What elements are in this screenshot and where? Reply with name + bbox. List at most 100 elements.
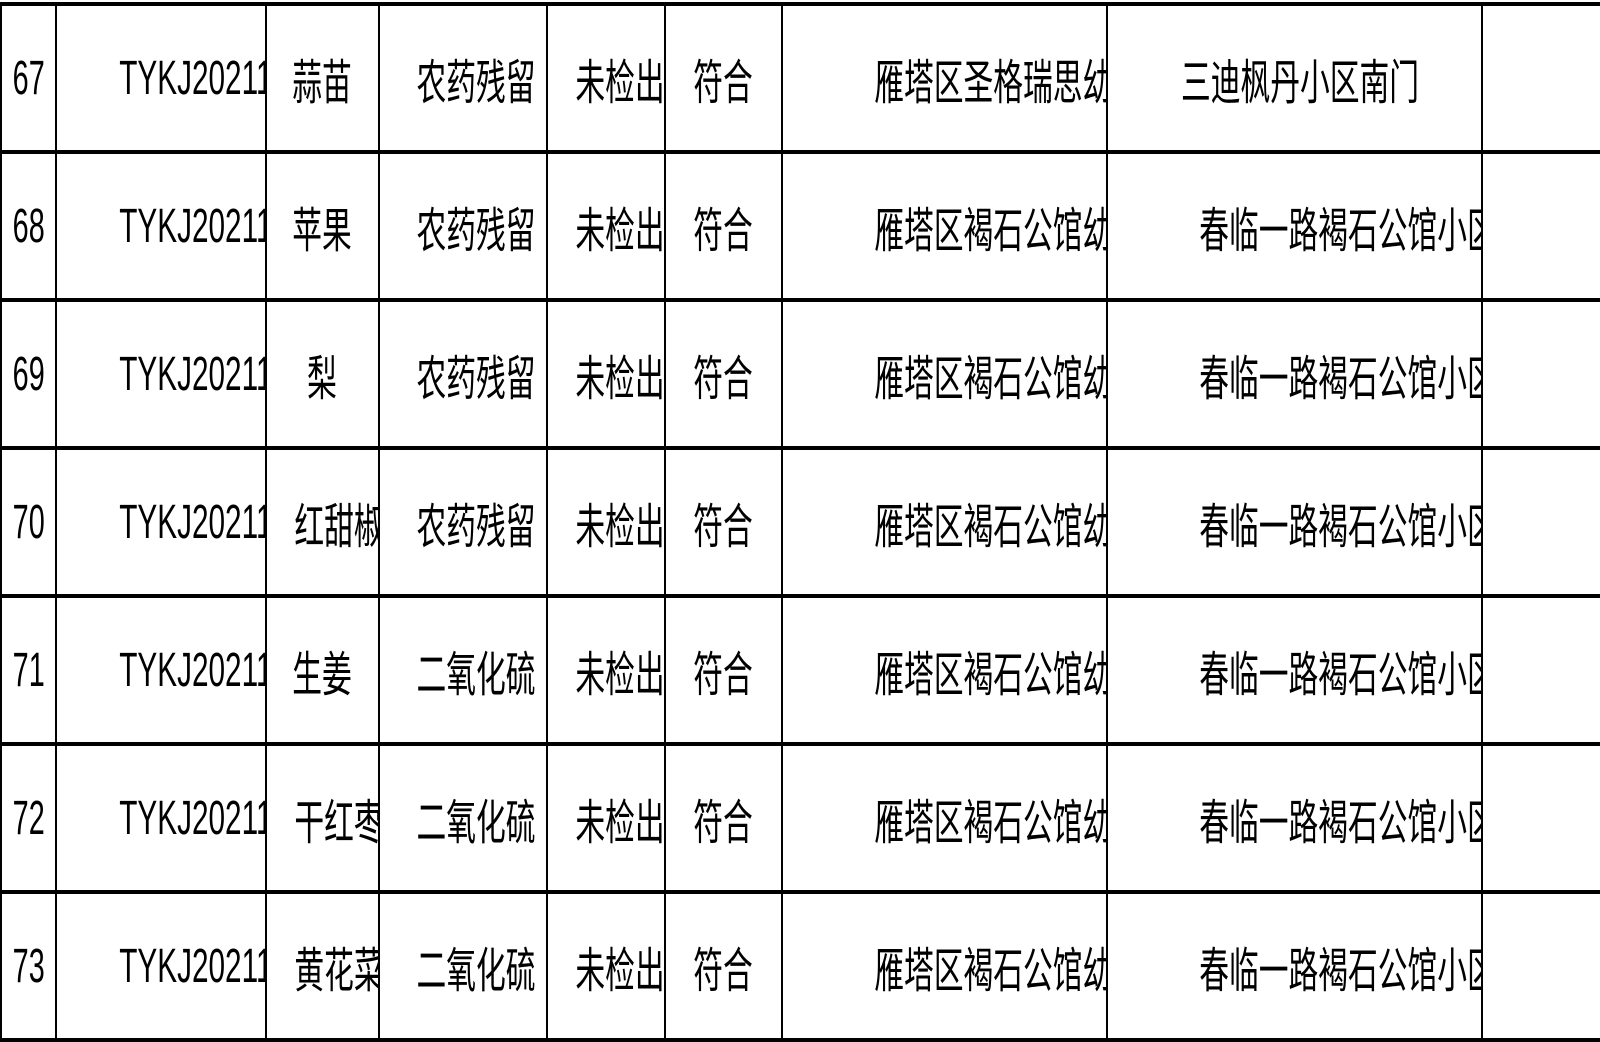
sampling-unit: 雁塔区圣格瑞思幼儿园: [874, 57, 1105, 110]
sample-id-cell: TYKJ20211051: [55, 2, 267, 154]
sample-id: TYKJ20211057: [119, 939, 264, 993]
sampling-unit-cell: 雁塔区褐石公馆幼儿园: [781, 150, 1108, 302]
sampling-unit: 雁塔区褐石公馆幼儿园: [874, 353, 1105, 406]
conclusion-cell: 符合: [664, 890, 783, 1042]
sample-name-cell: 苹果: [265, 150, 380, 302]
sample-id-cell: TYKJ20211052: [55, 150, 267, 302]
test-item: 农药残留: [416, 57, 536, 110]
remarks-cell: [1481, 150, 1600, 302]
sampling-location: 春临一路褐石公馆小区: [1199, 945, 1482, 998]
row-number: 70: [12, 495, 45, 549]
row-number-cell: 71: [0, 594, 57, 746]
conclusion-cell: 符合: [664, 2, 783, 154]
row-number-cell: 68: [0, 150, 57, 302]
sampling-location-cell: 三迪枫丹小区南门: [1106, 2, 1483, 154]
test-item: 农药残留: [416, 501, 536, 554]
sampling-unit-cell: 雁塔区褐石公馆幼儿园: [781, 594, 1108, 746]
conclusion-cell: 符合: [664, 150, 783, 302]
sampling-location-cell: 春临一路褐石公馆小区: [1106, 890, 1483, 1042]
test-result: 未检出: [575, 501, 665, 554]
test-item: 二氧化硫: [416, 649, 536, 702]
conclusion: 符合: [693, 353, 754, 406]
sampling-unit: 雁塔区褐石公馆幼儿园: [874, 205, 1105, 258]
conclusion-cell: 符合: [664, 298, 783, 450]
sampling-location: 春临一路褐石公馆小区: [1199, 649, 1482, 702]
test-result-cell: 未检出: [546, 890, 666, 1042]
sampling-location: 春临一路褐石公馆小区: [1199, 205, 1482, 258]
sample-name-cell: 梨: [265, 298, 380, 450]
remarks-cell: [1481, 2, 1600, 154]
sample-name: 干红枣: [294, 797, 379, 850]
sampling-location: 三迪枫丹小区南门: [1180, 57, 1420, 110]
sample-name-cell: 生姜: [265, 594, 380, 746]
remarks-cell: [1481, 446, 1600, 598]
sample-id: TYKJ20211053: [119, 347, 264, 401]
conclusion: 符合: [693, 945, 754, 998]
sample-name: 苹果: [292, 205, 353, 258]
conclusion: 符合: [693, 797, 754, 850]
conclusion: 符合: [693, 57, 754, 110]
test-item-cell: 二氧化硫: [378, 594, 548, 746]
test-result-cell: 未检出: [546, 298, 666, 450]
conclusion: 符合: [693, 501, 754, 554]
conclusion-cell: 符合: [664, 446, 783, 598]
conclusion: 符合: [693, 205, 754, 258]
test-item-cell: 二氧化硫: [378, 742, 548, 894]
sampling-location: 春临一路褐石公馆小区: [1199, 797, 1482, 850]
test-item: 二氧化硫: [416, 945, 536, 998]
row-number: 68: [12, 199, 45, 253]
remarks-cell: [1481, 594, 1600, 746]
sampling-location-cell: 春临一路褐石公馆小区: [1106, 742, 1483, 894]
test-result: 未检出: [575, 797, 665, 850]
sample-name-cell: 干红枣: [265, 742, 380, 894]
row-number-cell: 69: [0, 298, 57, 450]
sampling-unit-cell: 雁塔区褐石公馆幼儿园: [781, 890, 1108, 1042]
sample-name: 红甜椒: [294, 501, 379, 554]
sample-id: TYKJ20211054: [119, 495, 264, 549]
sampling-unit-cell: 雁塔区褐石公馆幼儿园: [781, 298, 1108, 450]
sample-name: 生姜: [292, 649, 353, 702]
sampling-unit: 雁塔区褐石公馆幼儿园: [874, 945, 1105, 998]
test-result: 未检出: [575, 649, 665, 702]
row-number-cell: 67: [0, 2, 57, 154]
test-item-cell: 二氧化硫: [378, 890, 548, 1042]
remarks-cell: [1481, 742, 1600, 894]
sampling-location-cell: 春临一路褐石公馆小区: [1106, 298, 1483, 450]
sample-id: TYKJ20211055: [119, 643, 264, 697]
sampling-location-cell: 春临一路褐石公馆小区: [1106, 594, 1483, 746]
test-result-cell: 未检出: [546, 594, 666, 746]
sample-id-cell: TYKJ20211056: [55, 742, 267, 894]
sampling-location: 春临一路褐石公馆小区: [1199, 353, 1482, 406]
sampling-unit-cell: 雁塔区褐石公馆幼儿园: [781, 742, 1108, 894]
test-result: 未检出: [575, 57, 665, 110]
sample-id-cell: TYKJ20211054: [55, 446, 267, 598]
conclusion: 符合: [693, 649, 754, 702]
sampling-location: 春临一路褐石公馆小区: [1199, 501, 1482, 554]
test-item-cell: 农药残留: [378, 2, 548, 154]
remarks-cell: [1481, 890, 1600, 1042]
sampling-unit: 雁塔区褐石公馆幼儿园: [874, 501, 1105, 554]
test-item: 二氧化硫: [416, 797, 536, 850]
row-number: 67: [12, 51, 45, 105]
test-result: 未检出: [575, 945, 665, 998]
sample-name-cell: 蒜苗: [265, 2, 380, 154]
sampling-unit-cell: 雁塔区圣格瑞思幼儿园: [781, 2, 1108, 154]
sample-id-cell: TYKJ20211055: [55, 594, 267, 746]
test-item-cell: 农药残留: [378, 298, 548, 450]
sample-id-cell: TYKJ20211057: [55, 890, 267, 1042]
sample-id: TYKJ20211056: [119, 791, 264, 845]
sample-name-cell: 红甜椒: [265, 446, 380, 598]
sampling-unit-cell: 雁塔区褐石公馆幼儿园: [781, 446, 1108, 598]
row-number-cell: 70: [0, 446, 57, 598]
test-item: 农药残留: [416, 353, 536, 406]
sampling-unit: 雁塔区褐石公馆幼儿园: [874, 649, 1105, 702]
test-result: 未检出: [575, 353, 665, 406]
sample-id: TYKJ20211052: [119, 199, 264, 253]
test-item: 农药残留: [416, 205, 536, 258]
